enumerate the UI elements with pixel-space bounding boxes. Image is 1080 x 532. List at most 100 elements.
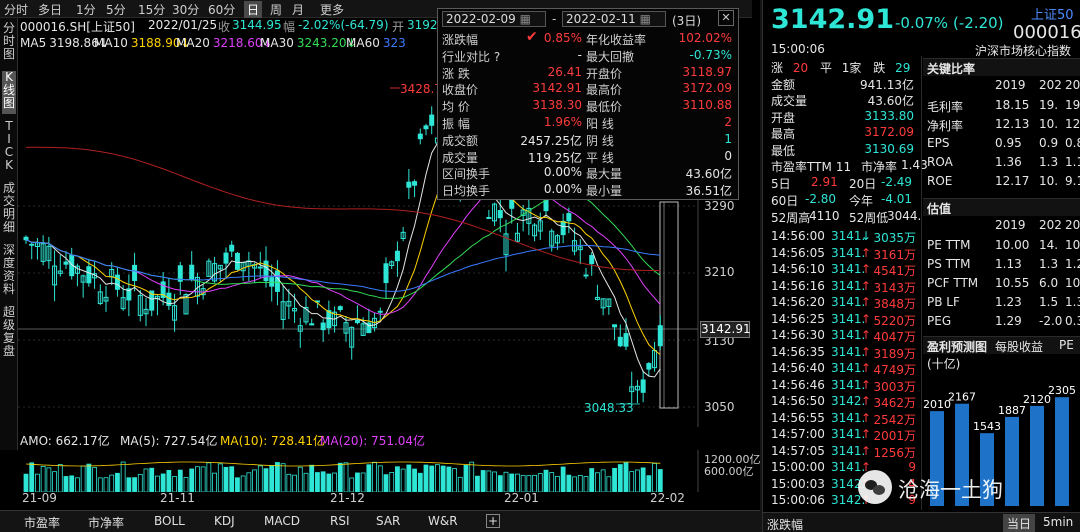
period-tab-7[interactable]: 日: [244, 1, 263, 18]
candle-body: [537, 220, 543, 232]
ratio-label: ROA: [927, 155, 953, 169]
range-end-date[interactable]: 2022-02-11 ▦: [562, 11, 666, 27]
candle-body: [63, 261, 69, 265]
period-tab-9[interactable]: 月: [292, 3, 305, 17]
tick-price: 3141.: [831, 245, 866, 260]
candle-body: [503, 233, 509, 256]
period-tab-0[interactable]: 分时: [4, 3, 29, 17]
volume-bar: [503, 471, 509, 492]
indicator-tab-2[interactable]: BOLL: [154, 514, 185, 528]
period-tab-2[interactable]: 1分: [76, 3, 96, 17]
ma10-line: [25, 149, 661, 356]
volume-bar: [160, 473, 166, 492]
period-tab-1[interactable]: 多日: [38, 3, 63, 17]
volume-bar: [372, 461, 377, 492]
forecast-bar: [980, 433, 994, 506]
period-tab-4[interactable]: 15分: [138, 3, 166, 17]
ratio-value: 1.13: [995, 257, 1022, 271]
indicator-tab-1[interactable]: 市净率: [88, 516, 125, 530]
panel-divider: [921, 56, 922, 510]
volume-bar: [355, 472, 360, 492]
period-tab-5[interactable]: 30分: [172, 3, 200, 17]
stat-row: 最高价 3172.09: [586, 81, 732, 98]
ma-item-ma30: MA30 3243.20↓: [260, 36, 357, 50]
change-value: -2.02%(-64.79): [298, 18, 389, 32]
indicator-tab-7[interactable]: W&R: [428, 514, 458, 528]
forecast-tab-2[interactable]: PE: [1059, 338, 1074, 352]
volume-bar: [589, 468, 595, 492]
view-tab-5[interactable]: 超级复盘: [2, 305, 15, 358]
check-icon: ✔: [526, 29, 538, 45]
view-tab-4[interactable]: 深度资料: [2, 243, 15, 296]
ma5-line: [25, 135, 661, 378]
volume-bar: [457, 476, 463, 492]
candle-body: [234, 252, 240, 270]
close-icon[interactable]: ✕: [718, 10, 734, 26]
candle-body: [657, 325, 663, 347]
range-start-date[interactable]: 2022-02-09 ▦: [442, 11, 546, 27]
volume-bar: [143, 468, 149, 492]
x-label: 22-02: [650, 491, 685, 505]
tick-volume: 1256万: [873, 445, 916, 460]
calendar-icon: ▦: [519, 12, 531, 26]
y-label-3290: 3290: [704, 199, 735, 213]
date-axis: 21-09 21-11 21-12 22-01 22-02: [18, 490, 760, 508]
ratio-value: 1.3: [1039, 257, 1059, 271]
volume-bar: [206, 462, 212, 492]
indicator-tab-4[interactable]: MACD: [264, 514, 300, 528]
view-tab-0[interactable]: 分时图: [2, 21, 15, 61]
tab-5min[interactable]: 5min: [1043, 515, 1074, 529]
volume-chart[interactable]: [18, 450, 760, 492]
volume-bar: [240, 475, 246, 492]
forecast-tab-1[interactable]: 每股收益: [995, 340, 1044, 354]
tick-price: 3142.: [831, 476, 866, 491]
view-tab-3[interactable]: 成交明细: [2, 181, 15, 234]
stat-row: 年化收益率 102.02%: [586, 31, 732, 47]
tab-today[interactable]: 当日: [1003, 514, 1036, 532]
close-value: 3144.95: [232, 18, 282, 32]
volume-bar: [263, 468, 269, 492]
period-tab-10[interactable]: 更多: [320, 3, 345, 17]
forecast-tab-0[interactable]: 盈利预测图: [927, 340, 988, 354]
tick-volume: 3035万: [873, 231, 916, 245]
volume-bar: [486, 470, 492, 492]
ratio-label: 毛利率: [927, 100, 964, 114]
indicator-tab-3[interactable]: KDJ: [214, 514, 235, 528]
volume-bar: [195, 466, 200, 492]
indicator-tab-0[interactable]: 市盈率: [24, 516, 61, 530]
candle-body: [166, 292, 172, 306]
volume-bar: [463, 465, 469, 492]
candle-body: [486, 217, 492, 220]
year-header: 2019: [995, 78, 1026, 92]
candle-body: [560, 220, 566, 236]
period-tab-3[interactable]: 5分: [106, 3, 126, 17]
candle-body: [29, 243, 35, 246]
tick-arrow: ↑: [861, 278, 872, 293]
volume-bar: [292, 474, 297, 492]
stat-label: 最低: [771, 143, 796, 158]
add-indicator-icon[interactable]: +: [486, 514, 500, 528]
candlestick-chart[interactable]: [18, 52, 760, 427]
ratio-value: 1.3: [1039, 155, 1059, 169]
range-dash-label: -: [552, 12, 557, 26]
stat-value: 941.13亿: [860, 78, 914, 92]
close-label: 收: [218, 20, 231, 34]
x-label: 21-11: [160, 491, 195, 505]
stat-value: 3133.80: [864, 108, 914, 123]
period-tab-8[interactable]: 周: [270, 3, 283, 17]
volume-bar: [52, 471, 57, 492]
period-tab-6[interactable]: 60分: [208, 3, 236, 17]
ratio-label: 净利率: [927, 119, 964, 133]
ratio-value: 0.95: [995, 136, 1022, 150]
stat-row: 收盘价 3142.91: [442, 81, 582, 98]
indicator-tab-6[interactable]: SAR: [376, 514, 401, 528]
tick-arrow: ↑: [861, 394, 872, 408]
volume-bar: [549, 472, 555, 492]
indicator-tab-5[interactable]: RSI: [330, 514, 350, 528]
candle-body: [114, 274, 120, 290]
tick-time: 15:00:03: [771, 476, 825, 491]
volume-bar: [297, 466, 303, 492]
